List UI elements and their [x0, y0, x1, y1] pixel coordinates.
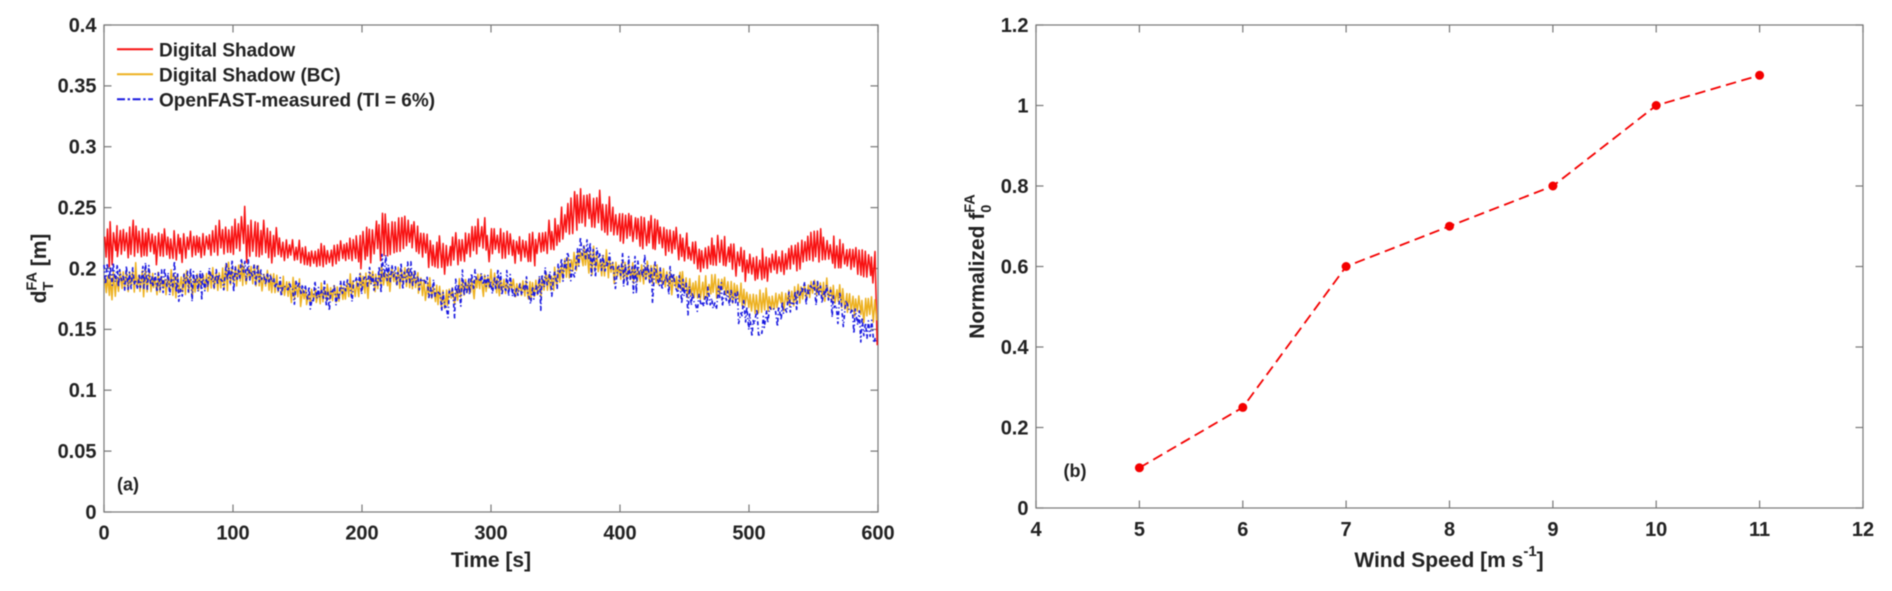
- svg-text:0.6: 0.6: [1001, 256, 1029, 278]
- svg-text:0.4: 0.4: [1001, 337, 1030, 359]
- svg-text:0: 0: [1017, 498, 1028, 520]
- svg-text:0.25: 0.25: [58, 197, 97, 219]
- svg-text:0.2: 0.2: [1001, 417, 1029, 439]
- svg-text:9: 9: [1547, 519, 1558, 541]
- svg-text:Digital Shadow (BC): Digital Shadow (BC): [159, 65, 341, 86]
- svg-text:Digital Shadow: Digital Shadow: [159, 40, 295, 61]
- svg-text:300: 300: [474, 523, 507, 545]
- svg-text:0.8: 0.8: [1001, 176, 1029, 198]
- svg-text:200: 200: [345, 523, 378, 545]
- svg-text:0.15: 0.15: [58, 319, 97, 341]
- svg-text:0: 0: [98, 523, 109, 545]
- svg-text:(a): (a): [117, 475, 139, 495]
- svg-text:10: 10: [1645, 519, 1667, 541]
- svg-text:500: 500: [732, 523, 765, 545]
- svg-text:0.2: 0.2: [69, 258, 97, 280]
- svg-text:100: 100: [216, 523, 249, 545]
- svg-text:6: 6: [1237, 519, 1248, 541]
- svg-text:0.35: 0.35: [58, 76, 97, 98]
- svg-text:1.2: 1.2: [1001, 15, 1029, 37]
- svg-text:Normalized f0FA: Normalized f0FA: [963, 194, 996, 339]
- svg-text:0: 0: [85, 502, 96, 524]
- svg-text:4: 4: [1030, 519, 1042, 541]
- svg-text:7: 7: [1341, 519, 1352, 541]
- svg-text:dTFA [m]: dTFA [m]: [25, 234, 58, 304]
- svg-text:8: 8: [1444, 519, 1455, 541]
- svg-text:400: 400: [603, 523, 636, 545]
- svg-text:OpenFAST-measured (TI = 6%): OpenFAST-measured (TI = 6%): [159, 90, 435, 111]
- svg-text:1: 1: [1017, 95, 1028, 117]
- svg-text:11: 11: [1749, 519, 1770, 541]
- svg-text:0.4: 0.4: [69, 15, 98, 37]
- svg-text:0.1: 0.1: [69, 380, 97, 402]
- svg-text:Time [s]: Time [s]: [451, 549, 531, 572]
- svg-text:600: 600: [861, 523, 894, 545]
- svg-text:0.05: 0.05: [58, 441, 97, 463]
- svg-text:12: 12: [1852, 519, 1874, 541]
- svg-text:0.3: 0.3: [69, 137, 97, 159]
- svg-text:5: 5: [1134, 519, 1145, 541]
- svg-text:(b): (b): [1064, 461, 1087, 481]
